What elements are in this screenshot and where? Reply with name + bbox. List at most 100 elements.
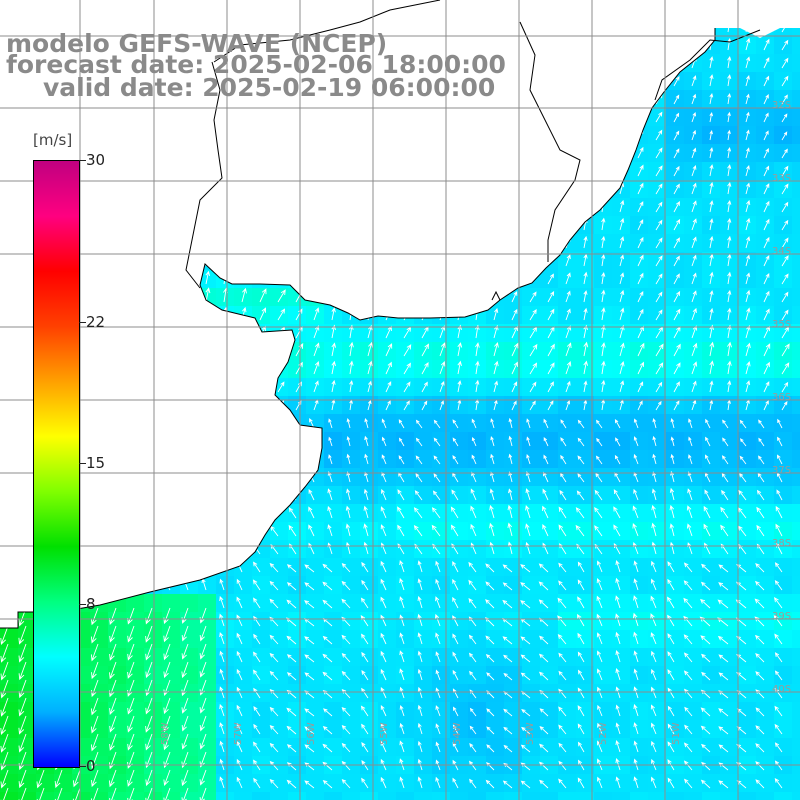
wind-cell [648, 28, 667, 37]
wind-vector [133, 325, 140, 339]
wind-cell [36, 792, 55, 800]
wind-vector [633, 560, 639, 573]
wind-vector [709, 92, 714, 105]
wind-vector [169, 400, 176, 411]
wind-vector [253, 723, 261, 735]
wind-cell [648, 126, 667, 145]
wind-vector [361, 579, 369, 591]
wind-cell [90, 396, 109, 415]
wind-cell [360, 126, 379, 145]
wind-vector [133, 399, 139, 411]
wind-cell [468, 162, 487, 181]
wind-cell [360, 450, 379, 469]
wind-cell [630, 28, 649, 37]
wind-vector [202, 417, 207, 429]
wind-vector [594, 489, 603, 501]
wind-vector [539, 725, 549, 735]
wind-vector [701, 671, 711, 681]
wind-vector [219, 435, 225, 447]
wind-cell [432, 720, 451, 739]
wind-cell [720, 450, 739, 469]
wind-vector [471, 418, 477, 429]
wind-vector [655, 273, 663, 285]
wind-vector [308, 506, 315, 519]
wind-cell [360, 162, 379, 181]
wind-vector [601, 74, 606, 87]
wind-vector [669, 541, 675, 555]
wind-cell [342, 630, 361, 649]
wind-cell [378, 270, 397, 289]
wind-vector [763, 290, 770, 303]
wind-vector [205, 360, 211, 375]
wind-vector [781, 362, 790, 375]
wind-vector [721, 489, 729, 501]
wind-vector [745, 37, 751, 51]
wind-cell [666, 360, 685, 379]
wind-cell [612, 414, 631, 433]
wind-vector [596, 740, 603, 753]
wind-cell [162, 234, 181, 253]
wind-cell [108, 594, 127, 613]
wind-vector [539, 708, 549, 717]
wind-vector [219, 488, 225, 501]
wind-vector [205, 217, 210, 231]
wind-vector [127, 643, 135, 661]
wind-cell [540, 558, 559, 577]
wind-vector [576, 490, 585, 501]
wind-cell [630, 702, 649, 721]
wind-cell [504, 738, 523, 757]
longitude-label: 55W [379, 722, 390, 745]
wind-vector [615, 560, 621, 573]
wind-vector [413, 524, 423, 537]
wind-vector [146, 542, 153, 555]
wind-vector [295, 237, 302, 249]
wind-vector [90, 787, 99, 800]
wind-cell [234, 666, 253, 685]
wind-cell [288, 576, 307, 595]
wind-cell [504, 28, 523, 37]
wind-vector [236, 489, 243, 501]
wind-vector [146, 471, 153, 483]
wind-vector [633, 578, 639, 591]
colorbar [33, 160, 80, 768]
wind-vector [169, 381, 176, 393]
wind-vector [286, 707, 297, 717]
wind-vector [259, 218, 266, 231]
wind-cell [576, 720, 595, 739]
wind-cell [270, 108, 289, 127]
wind-vector [331, 235, 336, 249]
wind-cell [324, 468, 343, 487]
wind-vector [349, 199, 354, 213]
wind-vector [539, 635, 549, 645]
wind-cell [522, 594, 541, 613]
wind-vector [614, 454, 621, 465]
wind-vector [187, 218, 193, 231]
wind-cell [630, 594, 649, 613]
wind-cell [468, 342, 487, 361]
wind-cell [522, 162, 541, 181]
wind-vector [469, 725, 477, 735]
wind-cell [180, 792, 199, 800]
wind-cell [288, 522, 307, 541]
wind-cell [720, 540, 739, 559]
wind-vector [88, 564, 99, 573]
wind-cell [648, 594, 667, 613]
wind-vector [151, 272, 160, 285]
latitude-label: 39S [772, 611, 792, 622]
wind-vector [619, 361, 625, 375]
wind-vector [125, 581, 135, 591]
wind-vector [583, 181, 588, 195]
wind-cell [306, 144, 325, 163]
wind-vector [199, 733, 207, 750]
wind-cell [756, 594, 775, 613]
wind-vector [415, 455, 423, 465]
wind-vector [529, 111, 537, 123]
wind-vector [91, 661, 99, 680]
wind-vector [542, 505, 549, 519]
wind-cell [108, 432, 127, 451]
wind-vector [709, 218, 714, 231]
wind-cell [486, 774, 505, 793]
wind-vector [435, 578, 441, 591]
wind-cell [432, 378, 451, 397]
wind-cell [540, 468, 559, 487]
